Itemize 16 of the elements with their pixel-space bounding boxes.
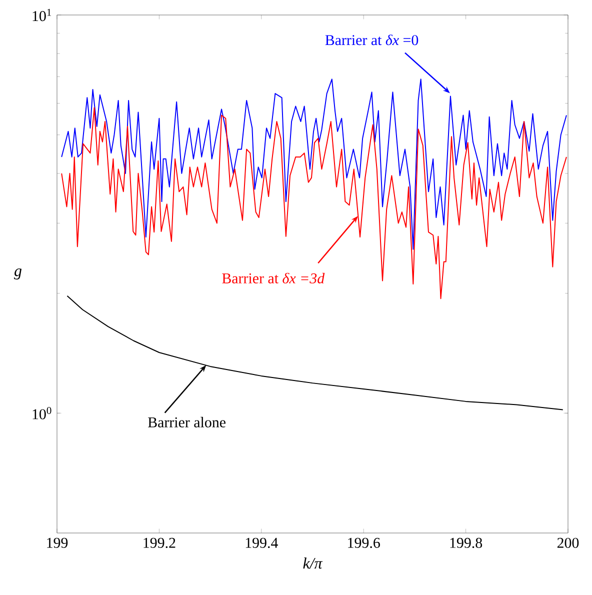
y-tick-label: 10$^{0}$: [32, 406, 52, 420]
x-tick-label: 199.8: [450, 538, 482, 548]
line-series: [61, 107, 567, 300]
x-tick-label: 199.4: [246, 538, 278, 548]
text: Barrier at δx =0: [325, 34, 418, 46]
line-series: [66, 295, 564, 410]
x-tick-label: 200: [557, 538, 579, 548]
y-axis-title: g: [14, 268, 22, 280]
text: Barrier at δx =3d: [222, 272, 325, 284]
text: Barrier alone: [148, 416, 226, 428]
x-tick-label: 199.2: [144, 538, 176, 548]
line-series: [61, 78, 567, 250]
y-tick-label: 10$^{1}$: [32, 8, 52, 22]
x-axis-title: k/π: [303, 557, 323, 569]
x-tick-label: 199.6: [348, 538, 380, 548]
x-tick-label: 199: [47, 538, 68, 548]
